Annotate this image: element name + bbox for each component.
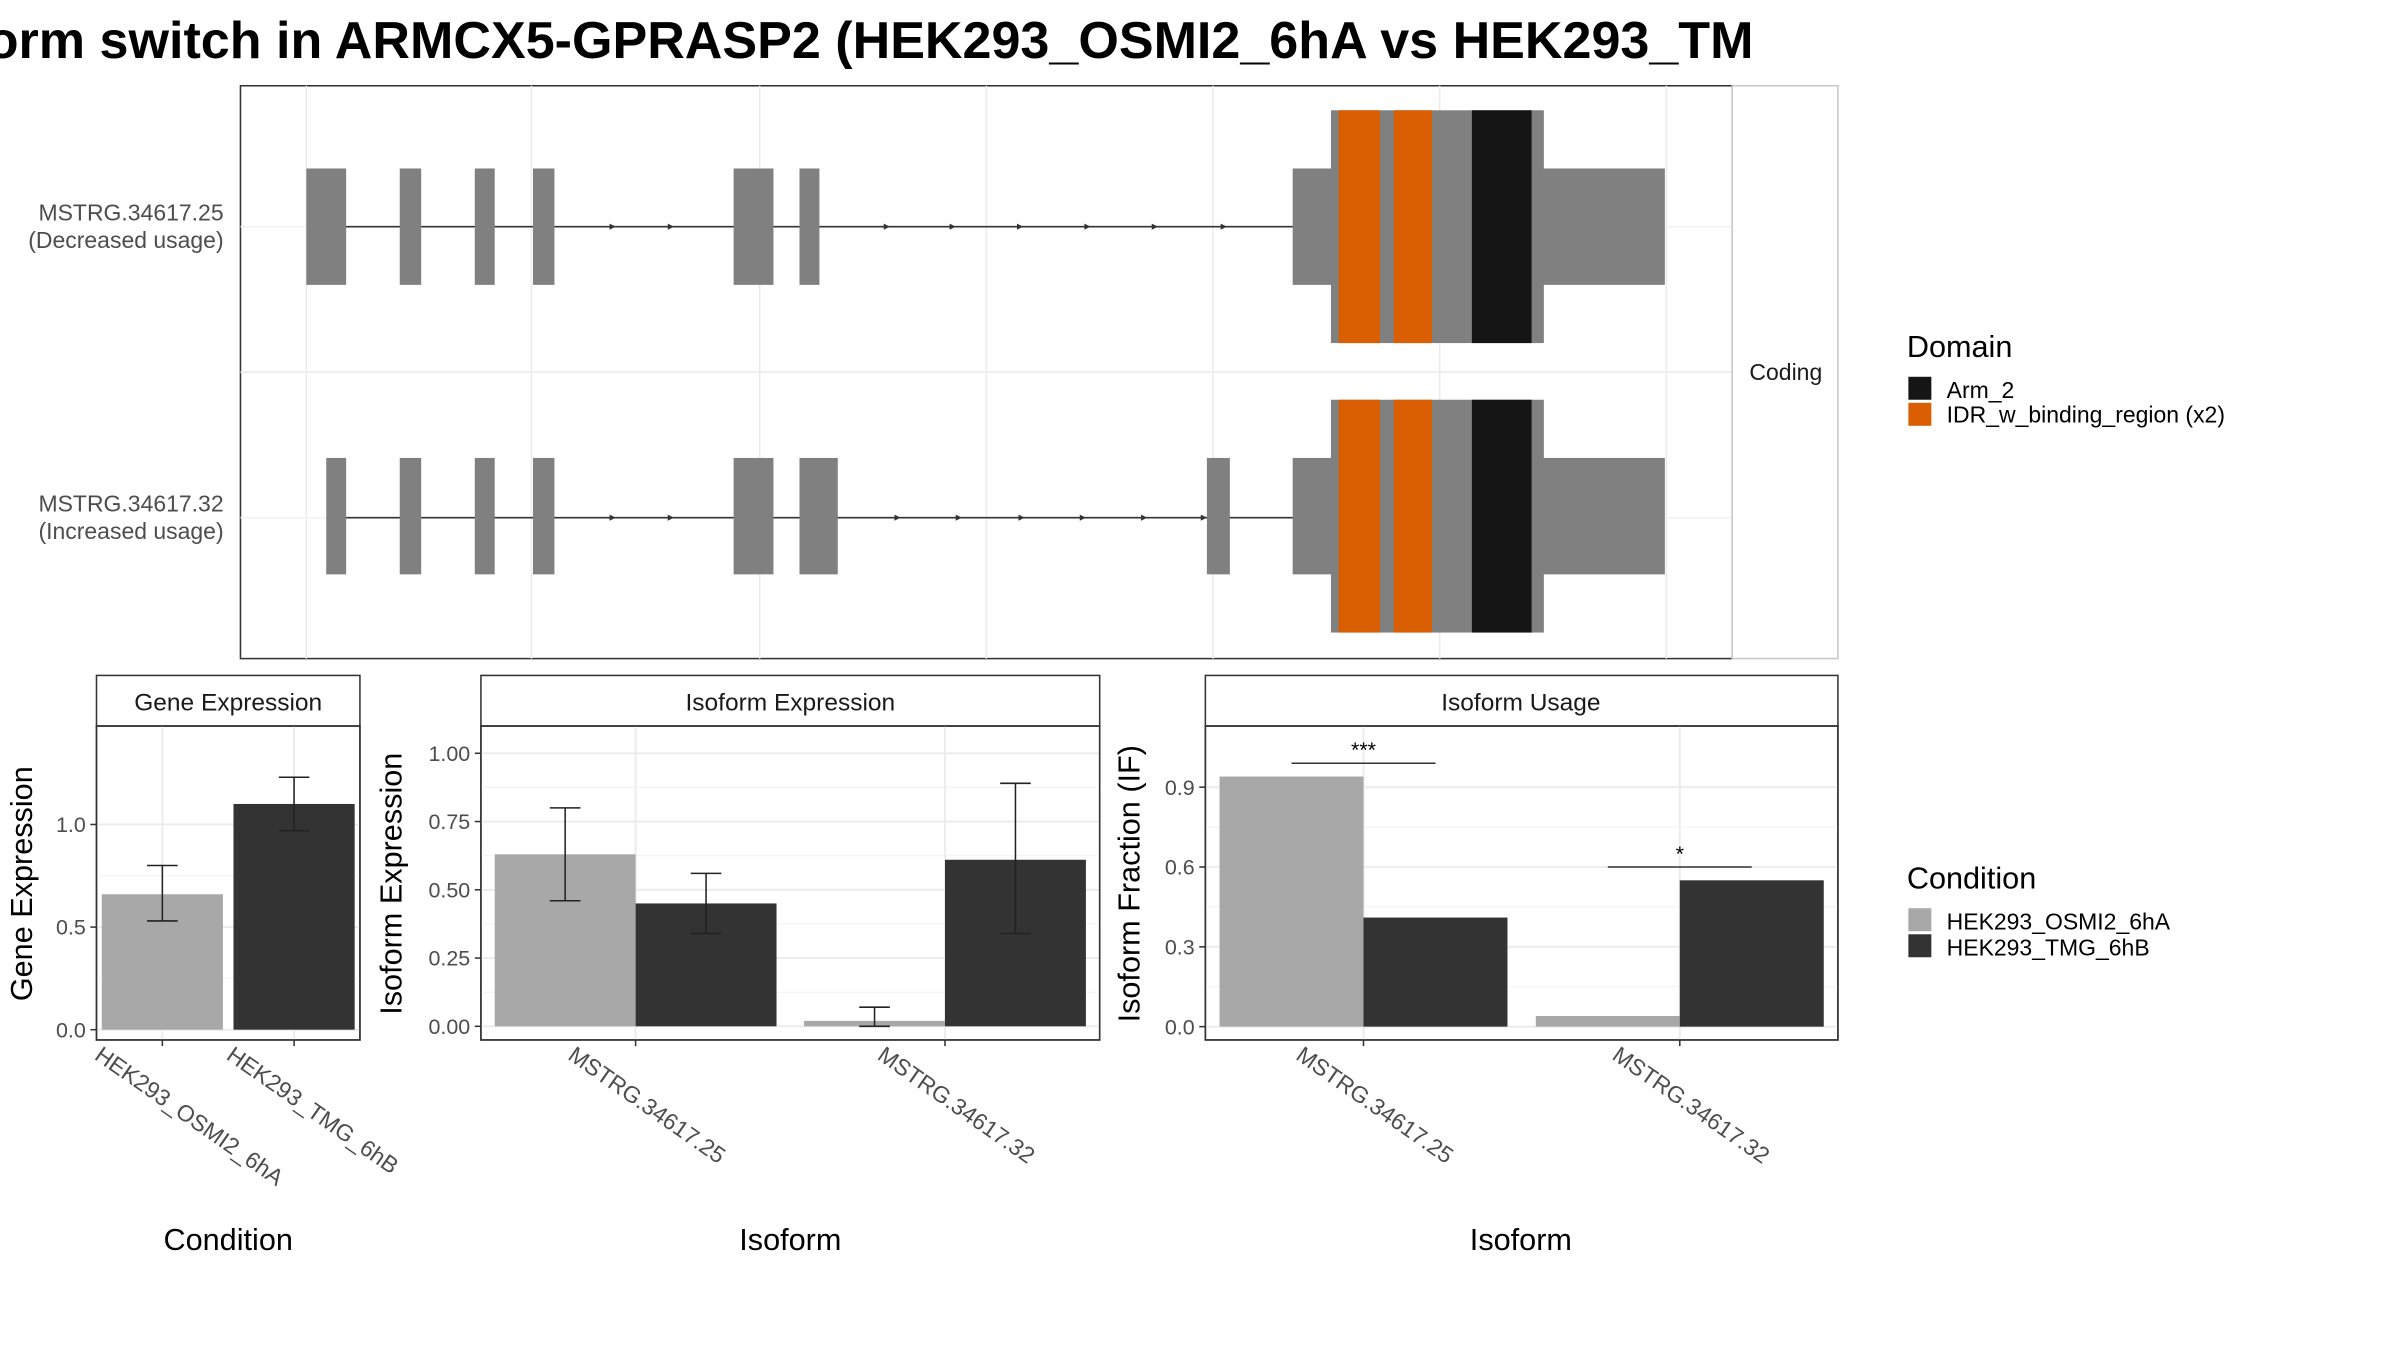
- exon: [1292, 457, 1336, 575]
- figure-title: form switch in ARMCX5-GPRASP2 (HEK293_OS…: [0, 12, 1753, 70]
- exon: [1292, 168, 1336, 285]
- exon: [474, 168, 495, 285]
- significance-label: *: [1676, 842, 1684, 866]
- panel-title: Isoform Expression: [685, 690, 895, 717]
- y-tick-label: 0.25: [428, 947, 470, 971]
- bar-osmi: [1535, 1016, 1680, 1027]
- exon: [474, 457, 495, 575]
- panel-border: [480, 725, 1101, 1041]
- domain-legend-title: Domain: [1907, 330, 2013, 364]
- isoform-expression-panel: Isoform Expression 0.00 0.25 0.50 0.75 1.00 M…: [374, 674, 1101, 1257]
- arm-domain: [1471, 110, 1532, 344]
- legend-swatch-arm: [1908, 376, 1932, 400]
- panel-strip: [1204, 674, 1839, 727]
- y-axis-label: Isoform Fraction (IF): [1113, 745, 1147, 1022]
- y-axis-label: Isoform Expression: [374, 753, 408, 1015]
- gene-expression-panel: Gene Expression 0.00.51.0HEK293_OSMI2_6h…: [5, 674, 403, 1257]
- exon: [532, 457, 555, 575]
- condition-legend-title: Condition: [1907, 861, 2036, 895]
- intron-arrows: [609, 514, 1207, 521]
- legend-label-osmi: HEK293_OSMI2_6hA: [1947, 909, 2171, 935]
- exon: [1540, 168, 1665, 285]
- structure-panel: Coding MSTRG.34617.25 (Decreased usage) …: [28, 85, 1839, 660]
- isoform-1-id-label: MSTRG.34617.25: [38, 200, 223, 226]
- bar-tmg: [1363, 917, 1508, 1027]
- exon: [306, 168, 347, 285]
- x-tick-label: MSTRG.34617.25: [564, 1041, 731, 1168]
- structure-strip-label: Coding: [1749, 359, 1822, 385]
- exon: [1206, 457, 1230, 575]
- significance-label: ***: [1351, 738, 1376, 762]
- isoform-usage-plot: 0.00.30.60.9****MSTRG.34617.25 MSTRG.3461…: [1165, 725, 1839, 1169]
- panel-border: [95, 725, 361, 1041]
- y-tick-label: 1.0: [56, 813, 86, 837]
- idr-domain: [1338, 110, 1380, 344]
- arm-domain: [1471, 399, 1532, 633]
- exon: [399, 457, 422, 575]
- x-axis-label: Isoform: [1470, 1223, 1572, 1257]
- y-axis-label: Gene Expression: [5, 766, 39, 1001]
- x-axis-label: Condition: [164, 1223, 293, 1257]
- y-tick-label: 0.00: [428, 1015, 470, 1039]
- exon: [733, 457, 774, 575]
- x-tick-label: MSTRG.34617.32: [873, 1041, 1040, 1168]
- idr-domain: [1393, 110, 1433, 344]
- bar-tmg: [1679, 880, 1824, 1027]
- exon: [399, 168, 422, 285]
- exon: [799, 168, 820, 285]
- y-tick-label: 0.0: [56, 1018, 86, 1042]
- isoform-2-note-label: (Increased usage): [38, 518, 223, 544]
- exon: [733, 168, 774, 285]
- legend-swatch-idr: [1908, 402, 1932, 426]
- y-tick-label: 0.0: [1165, 1015, 1195, 1039]
- panel-title: Isoform Usage: [1441, 690, 1600, 717]
- isoform-1-note-label: (Decreased usage): [28, 227, 223, 253]
- legend-label-tmg: HEK293_TMG_6hB: [1947, 935, 2150, 961]
- exon: [799, 457, 838, 575]
- isoform-usage-panel: Isoform Usage 0.00.30.60.9****MSTRG.3461…: [1113, 674, 1839, 1257]
- y-tick-label: 0.50: [428, 878, 470, 902]
- legend-label-idr: IDR_w_binding_region (x2): [1947, 402, 2225, 428]
- panel-border: [1204, 725, 1839, 1041]
- x-tick-label: MSTRG.34617.32: [1608, 1041, 1775, 1168]
- intron-arrows: [609, 223, 1227, 230]
- x-axis-label: Isoform: [739, 1223, 841, 1257]
- y-tick-label: 1.00: [428, 742, 470, 766]
- y-tick-label: 0.9: [1165, 776, 1195, 800]
- isoform-2-id-label: MSTRG.34617.32: [38, 491, 223, 517]
- domain-legend: Domain Arm_2 IDR_w_binding_region (x2): [1907, 330, 2225, 428]
- isoform-1-transcript: [306, 110, 1665, 344]
- y-tick-label: 0.3: [1165, 935, 1195, 959]
- panel-strip: [95, 674, 361, 727]
- exon: [1540, 457, 1665, 575]
- x-tick-label: MSTRG.34617.25: [1292, 1041, 1459, 1168]
- y-tick-label: 0.6: [1165, 856, 1195, 880]
- panel-strip: [480, 674, 1101, 727]
- isoform-2-transcript: [326, 399, 1665, 633]
- panel-title: Gene Expression: [134, 690, 322, 717]
- bar-osmi: [1219, 776, 1364, 1027]
- idr-domain: [1393, 399, 1433, 633]
- y-tick-label: 0.75: [428, 810, 470, 834]
- legend-label-arm: Arm_2: [1947, 377, 2015, 403]
- condition-legend: Condition HEK293_OSMI2_6hA HEK293_TMG_6h…: [1907, 861, 2171, 960]
- exon: [532, 168, 555, 285]
- y-tick-label: 0.5: [56, 916, 86, 940]
- bar: [233, 803, 355, 1030]
- legend-swatch-osmi: [1908, 908, 1932, 932]
- structure-strip: [1731, 85, 1839, 660]
- exon: [326, 457, 347, 575]
- idr-domain: [1338, 399, 1380, 633]
- legend-swatch-tmg: [1908, 934, 1932, 958]
